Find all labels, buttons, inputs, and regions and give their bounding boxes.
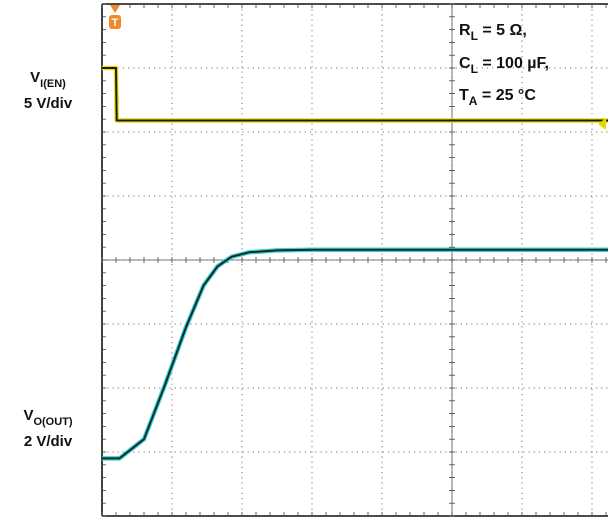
condition-load-resistance: RL = 5 Ω,	[459, 22, 527, 43]
ch1-signal-symbol: V	[30, 69, 41, 86]
ch2-signal-subscript: O(OUT)	[33, 416, 73, 428]
scope-markers: T	[109, 5, 606, 130]
trace-ch1	[102, 67, 608, 122]
trigger-arrow	[110, 5, 120, 13]
ch2-signal-symbol: V	[23, 407, 34, 424]
trigger-label: T	[112, 17, 119, 29]
condition-load-capacitance: CL = 100 µF,	[459, 55, 549, 76]
ch1-scale: 5 V/div	[23, 95, 73, 112]
ch1-ground-marker	[598, 118, 606, 130]
ch1-label: VI(EN) 5 V/div	[8, 70, 88, 111]
condition-ambient-temperature: TA = 25 °C	[459, 87, 536, 108]
scope-traces	[102, 65, 608, 461]
ch2-scale: 2 V/div	[23, 433, 73, 450]
trace-glow-ch2	[102, 247, 608, 461]
ch1-signal-subscript: I(EN)	[40, 78, 66, 90]
trigger-badge	[109, 15, 121, 29]
trace-ch2	[102, 248, 608, 460]
ch2-label: VO(OUT) 2 V/div	[4, 408, 92, 449]
scope-grid	[101, 3, 608, 517]
